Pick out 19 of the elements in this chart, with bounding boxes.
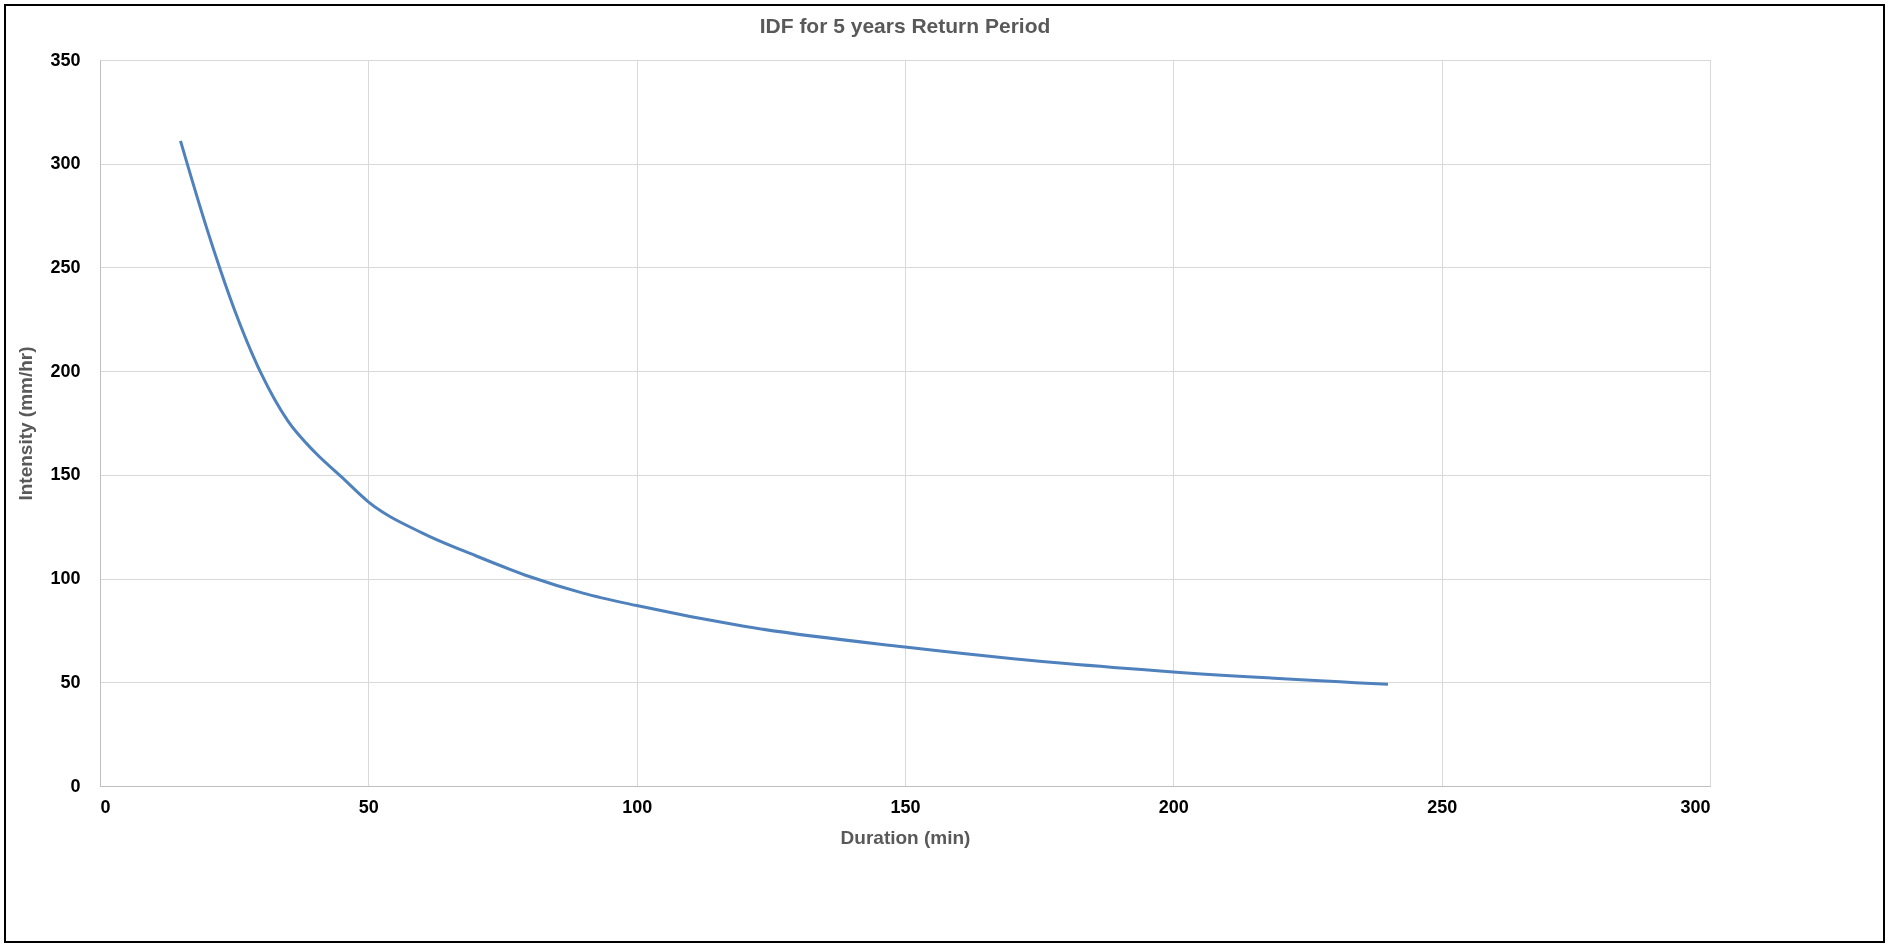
y-tick-label: 50 xyxy=(60,671,81,692)
y-tick-label: 0 xyxy=(70,775,81,796)
y-tick-label: 100 xyxy=(50,568,81,589)
y-tick-label: 250 xyxy=(50,256,81,277)
y-tick-label: 350 xyxy=(50,49,81,70)
y-tick-label: 200 xyxy=(50,360,81,381)
x-tick-label: 100 xyxy=(622,796,653,817)
y-axis-title: Intensity (mm/hr) xyxy=(15,346,37,501)
y-tick-label: 150 xyxy=(50,464,81,485)
x-tick-label: 50 xyxy=(358,796,379,817)
x-tick-label: 250 xyxy=(1427,796,1458,817)
x-tick-label: 0 xyxy=(100,796,111,817)
x-tick-label: 300 xyxy=(1680,796,1711,817)
x-tick-label: 150 xyxy=(890,796,921,817)
y-tick-label: 300 xyxy=(50,153,81,174)
x-axis-title: Duration (min) xyxy=(840,826,971,848)
x-tick-label: 200 xyxy=(1158,796,1189,817)
chart-title: IDF for 5 years Return Period xyxy=(759,14,1051,37)
line-series xyxy=(179,139,1390,686)
